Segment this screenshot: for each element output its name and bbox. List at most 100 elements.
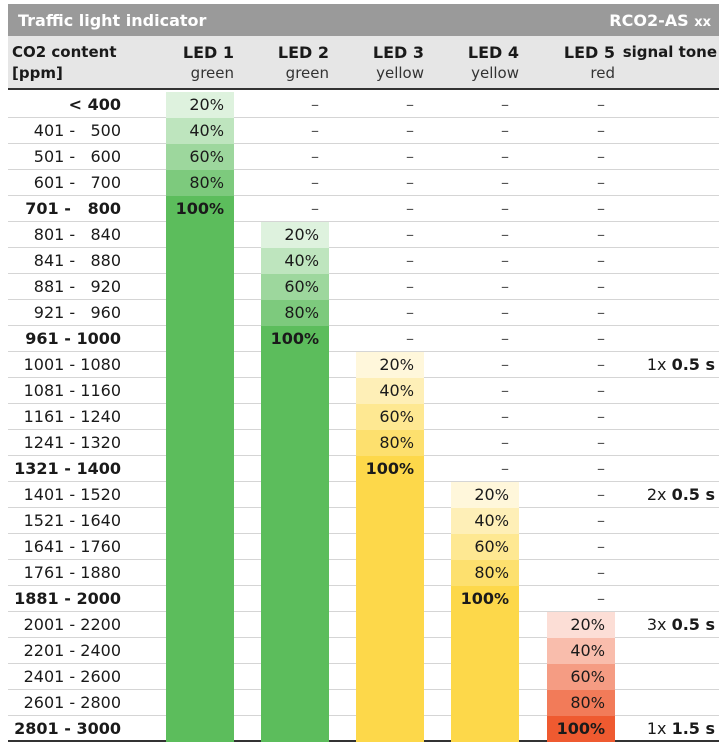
- led-5-level: 40%: [547, 638, 615, 664]
- led-1-full-cell: [166, 300, 234, 326]
- signal-tone: [620, 170, 717, 195]
- led-4-off: –: [501, 225, 509, 244]
- led-3-full-cell: [356, 586, 424, 612]
- co2-range: 2401 - 2600: [23, 667, 121, 686]
- led-5-level: 100%: [547, 716, 615, 742]
- header-co2-line2: [ppm]: [12, 64, 63, 82]
- header-led-2: LED 2 green: [261, 36, 329, 88]
- led-4-off: –: [501, 251, 509, 270]
- signal-tone: 1x 1.5 s: [646, 719, 715, 738]
- header-led-1: LED 1 green: [166, 36, 234, 88]
- led-2-full-cell: [261, 534, 329, 560]
- led-1-level: 80%: [166, 170, 234, 196]
- led-1-level: 60%: [166, 144, 234, 170]
- led-4-full-cell: [451, 638, 519, 664]
- co2-range: 881 - 920: [33, 277, 121, 296]
- led-2-off: –: [311, 173, 319, 192]
- led-1-full-cell: [166, 482, 234, 508]
- co2-range: 1321 - 1400: [14, 459, 121, 478]
- led-5-off: –: [597, 199, 605, 218]
- led-2-full-cell: [261, 638, 329, 664]
- table-row: 2001 - 2200 20% 3x 0.5 s: [8, 612, 719, 638]
- co2-range: 1521 - 1640: [23, 511, 121, 530]
- led-2-full-cell: [261, 664, 329, 690]
- led-1-full-cell: [166, 352, 234, 378]
- led-2-level: 80%: [261, 300, 329, 326]
- signal-tone: [620, 456, 717, 481]
- co2-range: 1881 - 2000: [14, 589, 121, 608]
- led-3-level: 100%: [356, 456, 424, 482]
- led-5-off: –: [597, 173, 605, 192]
- co2-range: 401 - 500: [33, 121, 121, 140]
- led-2-full-cell: [261, 456, 329, 482]
- led-5-off: –: [597, 485, 605, 504]
- led-1-full-cell: [166, 534, 234, 560]
- co2-range: 1641 - 1760: [23, 537, 121, 556]
- table-row: 1001 - 1080 20% – – 1x 0.5 s: [8, 352, 719, 378]
- led-1-full-cell: [166, 378, 234, 404]
- header-led-color: green: [190, 64, 234, 82]
- led-5-off: –: [597, 511, 605, 530]
- led-1-full-cell: [166, 222, 234, 248]
- header-led-name: LED 2: [277, 43, 329, 62]
- led-4-off: –: [501, 95, 509, 114]
- led-2-full-cell: [261, 378, 329, 404]
- header-led-color: red: [590, 64, 615, 82]
- led-5-off: –: [597, 277, 605, 296]
- table-row: 801 - 840 20% – – –: [8, 222, 719, 248]
- signal-tone: [620, 404, 717, 429]
- signal-tone: [620, 560, 717, 585]
- led-5-level: 60%: [547, 664, 615, 690]
- header-led-name: LED 5: [563, 43, 615, 62]
- header-led-color: yellow: [471, 64, 519, 82]
- table-row: 601 - 700 80% – – – –: [8, 170, 719, 196]
- model-label: RCO2-AS xx: [609, 11, 711, 30]
- led-3-off: –: [406, 225, 414, 244]
- led-3-off: –: [406, 173, 414, 192]
- led-3-full-cell: [356, 664, 424, 690]
- led-3-full-cell: [356, 534, 424, 560]
- led-1-full-cell: [166, 430, 234, 456]
- co2-range: 841 - 880: [33, 251, 121, 270]
- led-3-off: –: [406, 147, 414, 166]
- led-1-full-cell: [166, 326, 234, 352]
- signal-tone: [620, 92, 717, 117]
- led-3-off: –: [406, 277, 414, 296]
- signal-tone: [620, 378, 717, 403]
- led-2-off: –: [311, 199, 319, 218]
- led-5-off: –: [597, 225, 605, 244]
- led-5-off: –: [597, 459, 605, 478]
- table-row: 921 - 960 80% – – –: [8, 300, 719, 326]
- led-3-full-cell: [356, 482, 424, 508]
- signal-tone: [620, 196, 717, 221]
- led-2-full-cell: [261, 690, 329, 716]
- led-4-level: 60%: [451, 534, 519, 560]
- signal-tone: [620, 508, 717, 533]
- signal-tone: [620, 430, 717, 455]
- co2-range: 1401 - 1520: [23, 485, 121, 504]
- co2-range: 801 - 840: [33, 225, 121, 244]
- led-5-off: –: [597, 355, 605, 374]
- header-co2: CO2 content [ppm]: [12, 36, 152, 88]
- header-led-name: LED 4: [467, 43, 519, 62]
- led-1-full-cell: [166, 508, 234, 534]
- co2-range: < 400: [68, 95, 121, 114]
- led-1-level: 40%: [166, 118, 234, 144]
- led-3-level: 60%: [356, 404, 424, 430]
- led-1-full-cell: [166, 586, 234, 612]
- led-2-off: –: [311, 147, 319, 166]
- table-row: 1241 - 1320 80% – –: [8, 430, 719, 456]
- led-2-off: –: [311, 95, 319, 114]
- co2-range: 1001 - 1080: [23, 355, 121, 374]
- co2-range: 921 - 960: [33, 303, 121, 322]
- led-4-off: –: [501, 121, 509, 140]
- table-row: 1521 - 1640 40% –: [8, 508, 719, 534]
- table-row: 1321 - 1400 100% – –: [8, 456, 719, 482]
- co2-range: 2801 - 3000: [14, 719, 121, 738]
- led-1-full-cell: [166, 664, 234, 690]
- led-3-off: –: [406, 95, 414, 114]
- co2-range: 2601 - 2800: [23, 693, 121, 712]
- led-1-full-cell: [166, 404, 234, 430]
- led-4-off: –: [501, 459, 509, 478]
